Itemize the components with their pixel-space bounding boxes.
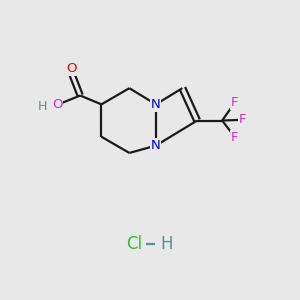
Text: H: H — [160, 235, 173, 253]
Text: Cl: Cl — [126, 235, 142, 253]
Text: O: O — [52, 98, 63, 111]
Text: F: F — [231, 130, 238, 143]
Text: H: H — [38, 100, 47, 113]
Text: O: O — [67, 62, 77, 75]
Text: F: F — [238, 113, 246, 127]
Text: N: N — [151, 139, 161, 152]
Text: N: N — [151, 98, 161, 111]
Text: F: F — [231, 96, 238, 110]
